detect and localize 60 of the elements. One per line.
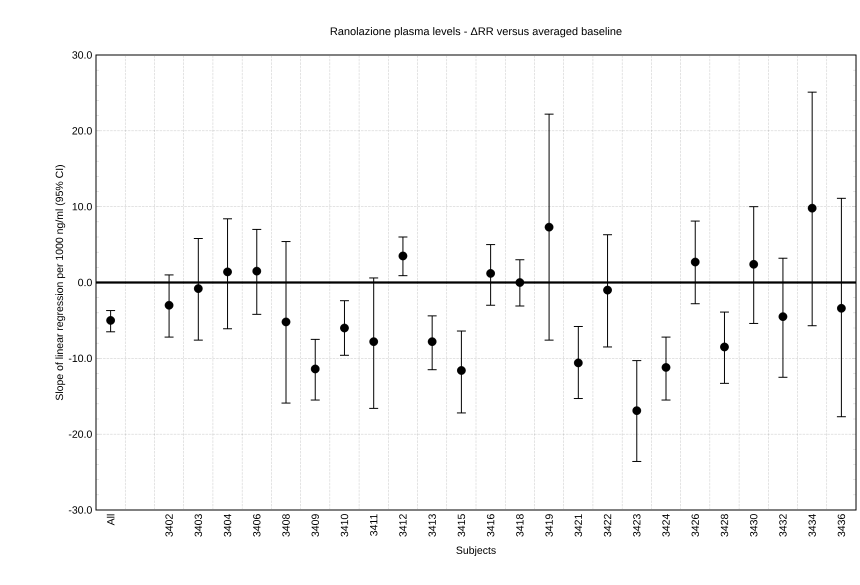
chart-title: Ranolazione plasma levels - ΔRR versus averaged baseline [330, 27, 622, 38]
point [223, 268, 232, 276]
x-tick-label: 3423 [633, 514, 640, 537]
point [690, 258, 700, 266]
point [720, 342, 729, 352]
x-tick-label: 3418 [516, 514, 524, 537]
point [428, 337, 437, 346]
y-tick-label: 0.0 [78, 278, 92, 286]
point [515, 278, 524, 287]
x-tick-label: 3419 [545, 514, 553, 537]
point [544, 222, 554, 232]
x-axis-title: Subjects [456, 546, 496, 556]
y-tick-label: 10.0 [72, 202, 92, 210]
x-tick-label: 3410 [340, 514, 348, 537]
y-axis-title: Slope of linear regression per 1000 ng/ml (95% CI) [55, 165, 66, 400]
y-tick-label: 30.0 [72, 51, 92, 59]
point [252, 266, 262, 276]
point [632, 406, 642, 416]
x-tick-label: 3409 [312, 514, 319, 537]
point [603, 286, 612, 294]
x-tick-label: 3421 [574, 514, 582, 537]
point [340, 324, 349, 332]
x-tick-label: All [106, 514, 114, 526]
y-tick-label: -20.0 [68, 430, 92, 438]
x-tick-label: 3426 [692, 514, 699, 537]
x-tick-label: 3434 [808, 514, 816, 537]
point [486, 269, 496, 278]
x-tick-label: 3411 [370, 514, 378, 536]
point [749, 260, 758, 269]
point [164, 300, 174, 310]
point [310, 364, 320, 374]
point [808, 204, 817, 213]
y-tick-label: -30.0 [68, 506, 92, 514]
x-tick-label: 3432 [779, 514, 787, 537]
x-tick-label: 3404 [224, 514, 232, 537]
point [282, 318, 290, 326]
x-tick-label: 3412 [399, 514, 407, 537]
x-tick-label: 3402 [165, 514, 173, 537]
y-tick-label: -10.0 [68, 354, 92, 362]
x-tick-label: 3430 [750, 514, 758, 537]
y-tick-label: 20.0 [72, 127, 92, 135]
point [778, 312, 788, 322]
x-tick-label: 3403 [194, 514, 202, 537]
point [106, 316, 115, 325]
x-tick-label: 3415 [458, 514, 466, 537]
point [837, 304, 846, 313]
x-tick-label: 3436 [838, 514, 846, 537]
point [662, 363, 670, 372]
point [457, 366, 466, 375]
point [398, 252, 408, 260]
x-tick-label: 3408 [282, 514, 290, 537]
x-tick-label: 3406 [253, 514, 260, 537]
point [574, 358, 583, 368]
x-tick-label: 3422 [604, 514, 612, 537]
x-tick-label: 3416 [486, 514, 494, 537]
x-tick-label: 3428 [720, 514, 728, 537]
point [194, 284, 203, 293]
point [369, 337, 378, 346]
x-tick-label: 3424 [662, 514, 670, 537]
x-tick-label: 3413 [428, 514, 436, 537]
